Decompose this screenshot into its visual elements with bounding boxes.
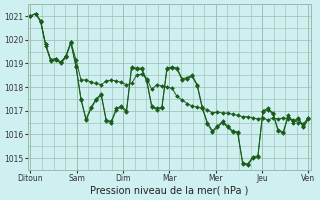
X-axis label: Pression niveau de la mer( hPa ): Pression niveau de la mer( hPa ) bbox=[90, 186, 249, 196]
